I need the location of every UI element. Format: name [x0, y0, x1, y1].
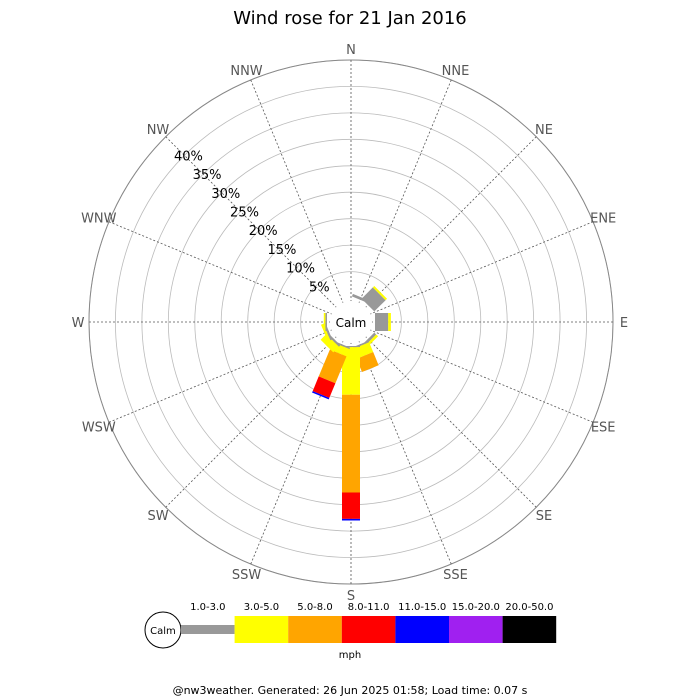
legend-swatch-1 [234, 616, 289, 643]
legend-label-2: 5.0-8.0 [297, 602, 332, 613]
spoke-nnw [250, 79, 352, 323]
bar-wsw-bin-1 [321, 323, 331, 342]
legend-label-0: 1.0-3.0 [190, 602, 225, 613]
legend-label-4: 11.0-15.0 [398, 602, 446, 613]
bar-ne-bin-1 [372, 286, 387, 301]
direction-label-e: E [620, 316, 628, 331]
ring-label-35: 35% [193, 168, 222, 183]
wind-bars [312, 286, 391, 521]
bar-w-bin-1 [323, 313, 326, 331]
direction-labels: N NNE NE ENE E ESE SE SSE S SSW SW WSW W WNW NW NNW [72, 43, 629, 604]
bar-e-bin-1 [388, 313, 391, 331]
legend-swatch-3 [341, 616, 396, 643]
speed-legend: Calm 1.0-3.0 3.0-5.0 5.0-8.0 8.0-11.0 11.0-1… [144, 602, 557, 661]
spoke-ese [350, 321, 594, 423]
direction-label-ese: ESE [591, 421, 616, 436]
bar-ssw-bin-4 [312, 391, 330, 400]
legend-swatch-2 [288, 616, 342, 643]
direction-label-sw: SW [147, 509, 168, 524]
spoke-nne [350, 79, 452, 323]
direction-label-ne: NE [535, 123, 553, 138]
bar-s-bin-1 [342, 347, 360, 395]
bar-ssw-bin-3 [312, 376, 336, 398]
bar-ssw-bin-2 [318, 349, 347, 384]
legend-swatch-5 [449, 616, 503, 643]
ring-label-15: 15% [267, 243, 296, 258]
ring-label-20: 20% [249, 224, 278, 239]
legend-swatch-4 [395, 616, 449, 643]
chart-title: Wind rose for 21 Jan 2016 [233, 8, 467, 29]
bar-e-bin-0 [375, 313, 389, 331]
direction-label-nne: NNE [442, 64, 470, 79]
spoke-ene [350, 221, 594, 323]
ring-labels: 5% 10% 15% 20% 25% 30% 35% 40% [174, 149, 330, 295]
direction-label-w: W [72, 316, 85, 331]
calm-label: Calm [336, 316, 367, 330]
bar-s-bin-4 [342, 518, 360, 521]
direction-label-sse: SSE [443, 568, 468, 583]
bar-s-bin-2 [342, 394, 360, 493]
legend-swatch-6 [502, 616, 557, 643]
legend-units: mph [339, 650, 361, 661]
calm-center: Calm [330, 301, 372, 343]
direction-label-ene: ENE [590, 212, 616, 227]
direction-label-ssw: SSW [232, 568, 262, 583]
footer-text: @nw3weather. Generated: 26 Jun 2025 01:5… [173, 684, 528, 697]
legend-label-3: 8.0-11.0 [348, 602, 390, 613]
bar-ne-bin-0 [361, 287, 386, 312]
legend-label-5: 15.0-20.0 [452, 602, 500, 613]
direction-label-s: S [347, 589, 355, 604]
calm-circle [330, 301, 372, 343]
ring-label-30: 30% [211, 187, 240, 202]
spoke-wsw [108, 321, 352, 423]
legend-calm-label: Calm [150, 626, 176, 637]
direction-label-nnw: NNW [230, 64, 262, 79]
direction-label-wsw: WSW [82, 421, 116, 436]
ring-label-40: 40% [174, 149, 203, 164]
direction-label-wnw: WNW [81, 212, 117, 227]
bar-w-bin-0 [325, 313, 327, 331]
ring-label-5: 5% [309, 280, 330, 295]
direction-label-se: SE [536, 509, 552, 524]
legend-swatch-0 [181, 625, 235, 634]
bar-s-bin-3 [342, 492, 360, 519]
direction-label-nw: NW [147, 123, 170, 138]
legend-label-6: 20.0-50.0 [505, 602, 553, 613]
bar-sw-bin-1 [320, 334, 339, 353]
ring-label-25: 25% [230, 206, 259, 221]
bar-sse-bin-2 [356, 352, 379, 372]
direction-label-n: N [346, 43, 356, 58]
legend-label-1: 3.0-5.0 [244, 602, 279, 613]
ring-label-10: 10% [286, 262, 315, 277]
grid-ring [114, 85, 588, 559]
